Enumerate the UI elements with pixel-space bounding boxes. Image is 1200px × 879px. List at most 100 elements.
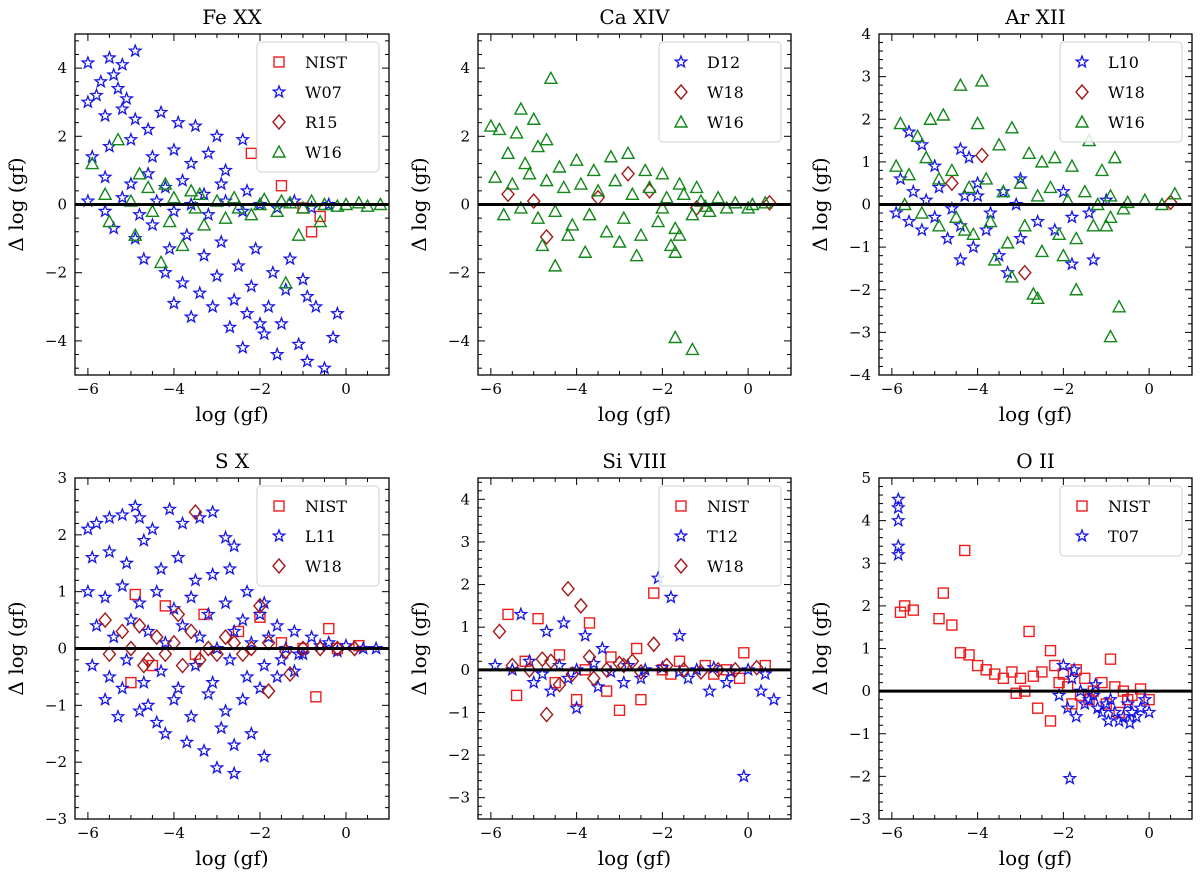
data-point-w07 (239, 183, 255, 198)
data-point-l10 (901, 213, 917, 228)
legend-label-l10: L10 (1108, 53, 1139, 72)
data-point-l11 (179, 734, 195, 749)
legend-label-nist: NIST (305, 497, 347, 516)
data-point-t07 (1137, 691, 1153, 707)
data-point-w16 (974, 73, 990, 87)
data-point-w16 (590, 183, 606, 197)
data-point-nist (129, 588, 141, 601)
data-point-l11 (226, 538, 242, 553)
data-point-nist (323, 622, 335, 635)
panel-ar-xii-series-l10 (888, 124, 1114, 280)
data-point-l10 (888, 205, 904, 220)
data-point-w16 (693, 193, 709, 207)
panel-fe-xx-y-tick-label: 4 (57, 59, 67, 77)
data-point-l10 (995, 183, 1011, 199)
data-point-l11 (256, 748, 272, 763)
data-point-l11 (132, 595, 147, 610)
panel-fe-xx-plot-area (80, 43, 388, 375)
data-point-w18 (526, 193, 541, 210)
data-point-l11 (243, 725, 259, 741)
data-point-w16 (530, 210, 546, 224)
data-point-w16 (953, 77, 968, 91)
data-point-w16 (931, 218, 947, 232)
data-point-l11 (162, 501, 178, 516)
data-point-w16 (685, 341, 700, 356)
data-point-t07 (1141, 704, 1157, 719)
data-point-l11 (226, 737, 242, 752)
panel-ar-xii-x-tick-label: −6 (881, 380, 903, 398)
data-point-w07 (166, 295, 182, 310)
data-point-w07 (235, 203, 251, 218)
legend-marker-nist (273, 56, 285, 68)
data-point-w16 (689, 179, 704, 194)
panel-s-x: S X −6 −4 −2 0 −3 −2 −1 0 1 2 3 log (gf) Δ log (gf) NI… (4, 449, 390, 870)
data-point-w18 (728, 661, 743, 678)
data-point-w07 (235, 131, 251, 147)
data-point-t07 (1103, 691, 1119, 707)
data-point-w18 (543, 653, 558, 670)
data-point-w16 (633, 227, 649, 241)
data-point-l11 (209, 759, 225, 775)
legend-marker-w18 (674, 557, 688, 575)
data-point-l11 (153, 561, 169, 576)
data-point-w16 (145, 203, 160, 218)
data-point-nist (894, 606, 907, 618)
panel-si-viii-y-axis-label: Δ log (gf) (407, 601, 431, 695)
data-point-w16 (274, 193, 289, 207)
data-point-nist (907, 604, 920, 616)
legend-label-w18: W18 (707, 83, 744, 102)
data-point-w07 (101, 50, 117, 65)
data-point-w18 (582, 648, 597, 666)
panel-s-x-title: S X (215, 449, 250, 473)
data-point-w16 (991, 137, 1007, 151)
panel-o-ii-x-axis-label: log (gf) (999, 846, 1072, 870)
legend-box (256, 485, 380, 587)
panel-ar-xii-x-tick-label: −2 (1052, 380, 1074, 398)
data-point-w16 (1051, 226, 1067, 241)
data-point-w16 (1120, 194, 1135, 209)
legend-marker-nist (273, 500, 285, 512)
data-point-w18 (158, 646, 173, 663)
data-point-l11 (127, 498, 143, 513)
data-point-w07 (179, 227, 195, 242)
panel-ar-xii-x-axis-label: log (gf) (999, 402, 1072, 426)
data-point-l11 (200, 686, 216, 701)
legend-marker-r15 (272, 113, 286, 131)
data-point-l10 (940, 230, 956, 245)
data-point-w18 (330, 640, 345, 657)
data-point-w16 (923, 111, 938, 125)
data-point-w07 (157, 179, 173, 194)
data-point-w16 (513, 200, 529, 214)
data-point-w16 (539, 173, 554, 187)
panel-ar-xii: Ar XII −6 −4 −2 0 −4 −3 −2 −1 0 1 2 3 4 log (gf) Δ log … (808, 5, 1193, 426)
data-point-w07 (299, 353, 315, 368)
data-point-w18 (642, 182, 657, 199)
data-point-w16 (295, 200, 311, 214)
panel-si-viii-x-axis-label: log (gf) (598, 846, 671, 870)
panel-ca-xiv-y-tick-label: −2 (448, 264, 470, 282)
data-point-l11 (187, 572, 203, 587)
data-point-w07 (166, 203, 182, 218)
data-point-w16 (304, 193, 319, 207)
data-point-w16 (552, 159, 567, 173)
data-point-l11 (175, 515, 191, 530)
data-point-t07 (890, 546, 906, 562)
data-point-w18 (175, 657, 190, 674)
panel-ca-xiv-series-w16 (483, 70, 773, 356)
data-point-w16 (543, 70, 559, 85)
data-point-l10 (927, 209, 943, 224)
data-point-l11 (97, 589, 113, 604)
legend-marker-w16 (1074, 114, 1090, 128)
data-point-w16 (914, 205, 930, 219)
panel-ar-xii-y-tick-label: 3 (861, 68, 871, 86)
data-point-w07 (329, 305, 345, 320)
data-point-w18 (659, 657, 674, 674)
data-point-w18 (261, 683, 276, 700)
legend-marker-d12 (673, 54, 689, 69)
panel-o-ii-x-tick-label: −6 (881, 824, 903, 842)
legend-marker-w18 (272, 557, 286, 575)
data-point-nist (635, 693, 647, 706)
data-point-w16 (888, 158, 904, 172)
data-point-w07 (157, 264, 173, 280)
data-point-w07 (252, 315, 268, 331)
